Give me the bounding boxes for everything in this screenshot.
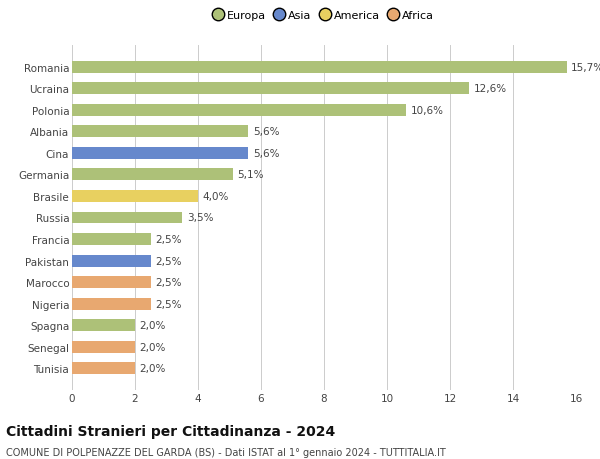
Bar — [72, 190, 198, 202]
Bar — [72, 298, 151, 310]
Text: 2,0%: 2,0% — [140, 364, 166, 374]
Bar — [72, 148, 248, 159]
Text: 2,0%: 2,0% — [140, 342, 166, 352]
Bar — [72, 255, 151, 267]
Bar — [72, 83, 469, 95]
Bar — [72, 234, 151, 246]
Text: Cittadini Stranieri per Cittadinanza - 2024: Cittadini Stranieri per Cittadinanza - 2… — [6, 425, 335, 438]
Text: 10,6%: 10,6% — [410, 106, 443, 116]
Bar — [72, 169, 233, 181]
Text: 2,5%: 2,5% — [155, 299, 182, 309]
Text: 4,0%: 4,0% — [203, 191, 229, 202]
Text: 5,6%: 5,6% — [253, 127, 280, 137]
Text: COMUNE DI POLPENAZZE DEL GARDA (BS) - Dati ISTAT al 1° gennaio 2024 - TUTTITALIA: COMUNE DI POLPENAZZE DEL GARDA (BS) - Da… — [6, 448, 446, 458]
Bar — [72, 105, 406, 117]
Bar — [72, 62, 566, 73]
Text: 15,7%: 15,7% — [571, 62, 600, 73]
Text: 2,0%: 2,0% — [140, 320, 166, 330]
Bar — [72, 126, 248, 138]
Bar — [72, 212, 182, 224]
Legend: Europa, Asia, America, Africa: Europa, Asia, America, Africa — [209, 7, 439, 26]
Text: 2,5%: 2,5% — [155, 256, 182, 266]
Bar — [72, 363, 135, 375]
Text: 12,6%: 12,6% — [473, 84, 507, 94]
Bar — [72, 341, 135, 353]
Text: 2,5%: 2,5% — [155, 278, 182, 287]
Text: 3,5%: 3,5% — [187, 213, 214, 223]
Bar — [72, 319, 135, 331]
Bar — [72, 277, 151, 288]
Text: 5,6%: 5,6% — [253, 149, 280, 158]
Text: 2,5%: 2,5% — [155, 235, 182, 245]
Text: 5,1%: 5,1% — [238, 170, 264, 180]
